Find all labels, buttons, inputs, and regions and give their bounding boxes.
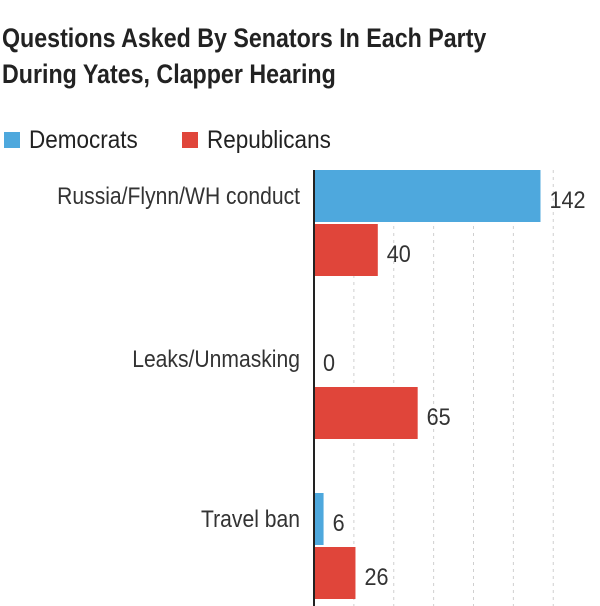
legend-swatch-republicans <box>181 132 198 148</box>
category-label: Leaks/Unmasking <box>132 346 300 373</box>
data-label: 40 <box>387 240 411 267</box>
chart-title-line-1: Questions Asked By Senators In Each Part… <box>2 23 487 53</box>
data-label: 65 <box>427 403 451 430</box>
legend-label-republicans: Republicans <box>206 125 331 154</box>
chart-title: Questions Asked By Senators In Each Part… <box>2 20 515 92</box>
bar <box>314 170 541 222</box>
category-label: Russia/Flynn/WH conduct <box>57 183 301 210</box>
bar <box>314 493 324 545</box>
data-label: 142 <box>549 186 585 213</box>
data-label: 26 <box>364 563 388 590</box>
data-label: 0 <box>323 349 335 376</box>
bar <box>314 224 378 276</box>
category-label: Travel ban <box>201 506 300 533</box>
chart-title-line-2: During Yates, Clapper Hearing <box>2 59 336 89</box>
legend-swatch-democrats <box>4 132 20 148</box>
bar <box>314 547 356 599</box>
bar <box>314 387 418 439</box>
legend-item-democrats: Democrats <box>4 126 150 155</box>
legend: Democrats Republicans <box>4 126 376 154</box>
legend-item-republicans: Republicans <box>181 125 345 155</box>
data-label: 6 <box>333 509 345 536</box>
legend-label-democrats: Democrats <box>29 125 138 154</box>
